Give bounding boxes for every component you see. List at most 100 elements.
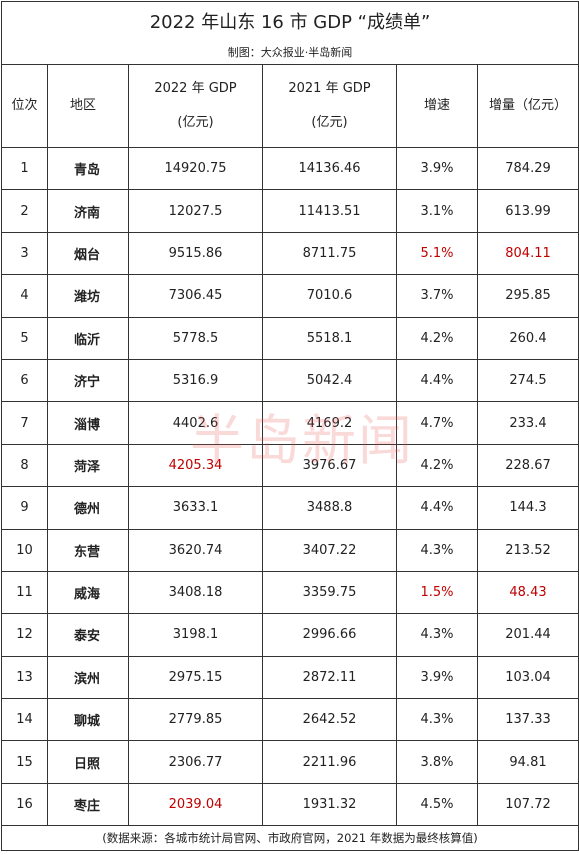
title: 2022 年山东 16 市 GDP “成绩单”: [0, 1, 579, 40]
table-cell: 784.29: [476, 146, 579, 191]
table-row: 10 东营 3620.74 3407.22 4.3% 213.52: [1, 528, 579, 572]
table-cell: 107.72: [476, 782, 579, 827]
table-cell: 3407.22: [262, 528, 397, 572]
column-header: 增量（亿元）: [476, 64, 579, 148]
table-cell: 4.3%: [396, 528, 478, 572]
table-cell: 济南: [47, 189, 129, 233]
table-cell: 14136.46: [262, 146, 397, 191]
column-header: 位次: [1, 64, 48, 148]
table-cell: 4.2%: [396, 443, 478, 488]
table-row: 13 滨州 2975.15 2872.11 3.9% 103.04: [1, 655, 579, 700]
table-cell: 2872.11: [262, 655, 397, 700]
table-cell: 滨州: [47, 655, 129, 700]
table-cell: 3: [1, 231, 48, 276]
table-cell: 4.2%: [396, 316, 478, 360]
table-cell: 274.5: [476, 358, 579, 403]
column-header: 2021 年 GDP (亿元): [262, 64, 397, 148]
table-cell: 1.5%: [396, 570, 478, 615]
table-row: 11 威海 3408.18 3359.75 1.5% 48.43: [1, 570, 579, 615]
table-cell: 11413.51: [262, 189, 397, 233]
table-cell: 威海: [47, 570, 129, 615]
table-cell: 3620.74: [128, 528, 263, 572]
header-text: (亿元): [311, 115, 348, 130]
header-text: 2021 年 GDP: [288, 81, 371, 96]
table-cell: 94.81: [476, 740, 579, 784]
table-cell: 4.7%: [396, 401, 478, 445]
table-cell: 3488.8: [262, 486, 397, 530]
table-cell: 15: [1, 740, 48, 784]
header-text: 增速: [423, 98, 450, 113]
table-cell: 8: [1, 443, 48, 488]
table-cell: 日照: [47, 740, 129, 784]
table-cell: 东营: [47, 528, 129, 572]
table-cell: 48.43: [476, 570, 579, 615]
table-row: 4 潍坊 7306.45 7010.6 3.7% 295.85: [1, 274, 579, 318]
table-cell: 临沂: [47, 316, 129, 360]
table-cell: 4.5%: [396, 782, 478, 827]
table-cell: 2039.04: [128, 782, 263, 827]
table-cell: 4.3%: [396, 698, 478, 742]
credit: 制图：大众报业·半岛新闻: [0, 40, 579, 65]
table-cell: 11: [1, 570, 48, 615]
table-cell: 5518.1: [262, 316, 397, 360]
table-cell: 613.99: [476, 189, 579, 233]
table-cell: 260.4: [476, 316, 579, 360]
table-cell: 5042.4: [262, 358, 397, 403]
table-cell: 3359.75: [262, 570, 397, 615]
table-cell: 6: [1, 358, 48, 403]
header-text: 地区: [70, 98, 97, 113]
header-text: 增量（亿元）: [489, 98, 568, 113]
table-cell: 144.3: [476, 486, 579, 530]
table-cell: 8711.75: [262, 231, 397, 276]
table-cell: 潍坊: [47, 274, 129, 318]
table-cell: 13: [1, 655, 48, 700]
table-cell: 1: [1, 146, 48, 191]
table-cell: 3408.18: [128, 570, 263, 615]
table-cell: 5: [1, 316, 48, 360]
table-row: 16 枣庄 2039.04 1931.32 4.5% 107.72: [1, 782, 579, 827]
table-row: 1 青岛 14920.75 14136.46 3.9% 784.29: [1, 146, 579, 191]
table-cell: 2: [1, 189, 48, 233]
table-row: 12 泰安 3198.1 2996.66 4.3% 201.44: [1, 613, 579, 657]
table-cell: 2306.77: [128, 740, 263, 784]
table-cell: 淄博: [47, 401, 129, 445]
table-cell: 4.3%: [396, 613, 478, 657]
table-cell: 213.52: [476, 528, 579, 572]
header-text: 2022 年 GDP: [154, 81, 237, 96]
table-cell: 3.1%: [396, 189, 478, 233]
table-cell: 12027.5: [128, 189, 263, 233]
table-cell: 2975.15: [128, 655, 263, 700]
column-header: 地区: [47, 64, 129, 148]
table-cell: 3.7%: [396, 274, 478, 318]
table-cell: 4.4%: [396, 486, 478, 530]
table-cell: 济宁: [47, 358, 129, 403]
table-cell: 烟台: [47, 231, 129, 276]
header-text: 位次: [11, 98, 38, 113]
table-cell: 1931.32: [262, 782, 397, 827]
table-cell: 137.33: [476, 698, 579, 742]
table-cell: 3976.67: [262, 443, 397, 488]
table-cell: 5.1%: [396, 231, 478, 276]
table-cell: 菏泽: [47, 443, 129, 488]
table-cell: 9515.86: [128, 231, 263, 276]
table-cell: 青岛: [47, 146, 129, 191]
table-cell: 2642.52: [262, 698, 397, 742]
table-cell: 3198.1: [128, 613, 263, 657]
table-cell: 枣庄: [47, 782, 129, 827]
table-cell: 4169.2: [262, 401, 397, 445]
table-row: 6 济宁 5316.9 5042.4 4.4% 274.5: [1, 358, 579, 403]
footer-note: (数据来源：各城市统计局官网、市政府官网，2021 年数据为最终核算值): [0, 825, 579, 852]
table-cell: 4.4%: [396, 358, 478, 403]
table-cell: 14: [1, 698, 48, 742]
table-cell: 2996.66: [262, 613, 397, 657]
table-cell: 7010.6: [262, 274, 397, 318]
table-cell: 2211.96: [262, 740, 397, 784]
table-row: 15 日照 2306.77 2211.96 3.8% 94.81: [1, 740, 579, 784]
table-cell: 201.44: [476, 613, 579, 657]
table-cell: 16: [1, 782, 48, 827]
table-cell: 7: [1, 401, 48, 445]
table-row: 5 临沂 5778.5 5518.1 4.2% 260.4: [1, 316, 579, 360]
table-row: 14 聊城 2779.85 2642.52 4.3% 137.33: [1, 698, 579, 742]
